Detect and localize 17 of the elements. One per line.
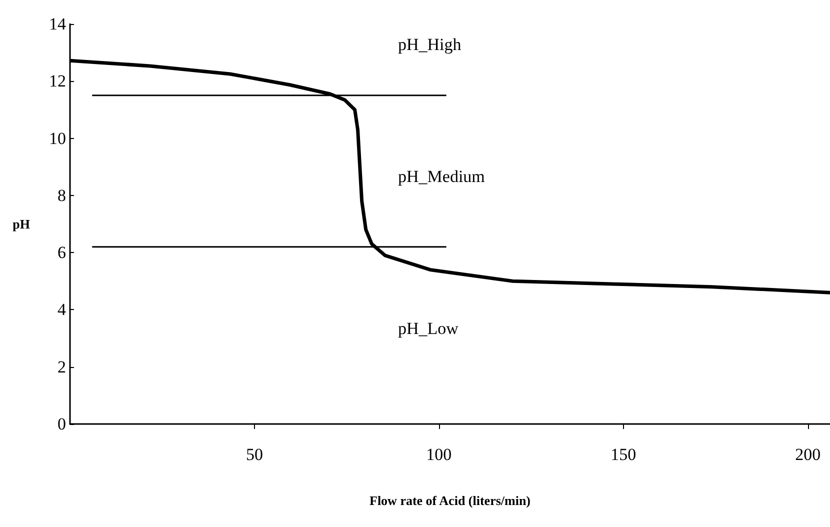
x-tick-label: 50 <box>246 445 263 464</box>
y-tick-label: 8 <box>58 186 66 205</box>
x-tick-label: 150 <box>610 445 636 464</box>
y-axis-title: pH <box>12 216 30 232</box>
x-tick-label: 100 <box>426 445 452 464</box>
annotation: pH_High <box>398 35 462 54</box>
y-tick-label: 2 <box>58 357 66 376</box>
annotation: pH_Medium <box>398 167 485 186</box>
annotation: pH_Low <box>398 319 460 338</box>
y-tick-label: 0 <box>58 414 66 434</box>
y-tick-label: 14 <box>49 14 66 34</box>
x-axis-title: Flow rate of Acid (liters/min) <box>369 493 531 508</box>
y-tick-label: 12 <box>49 72 66 91</box>
y-tick-label: 10 <box>49 128 66 148</box>
y-tick-label: 4 <box>58 300 66 320</box>
x-tick-label: 200 <box>795 445 821 464</box>
y-tick-label: 6 <box>58 243 66 262</box>
